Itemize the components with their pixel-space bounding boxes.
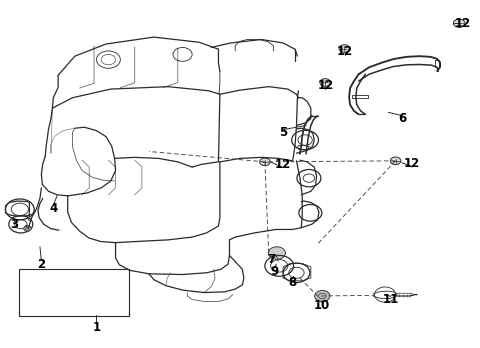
Text: 12: 12: [275, 158, 291, 171]
Text: 3: 3: [10, 218, 18, 231]
Text: 8: 8: [288, 276, 297, 288]
Circle shape: [454, 19, 465, 27]
Circle shape: [339, 45, 349, 52]
Text: 11: 11: [383, 293, 399, 306]
Text: 4: 4: [49, 202, 58, 215]
Text: 12: 12: [455, 17, 471, 30]
Text: 7: 7: [267, 253, 275, 266]
Text: 12: 12: [404, 157, 420, 170]
Circle shape: [315, 291, 330, 302]
Text: 12: 12: [337, 45, 353, 58]
Text: 2: 2: [37, 258, 46, 271]
Circle shape: [320, 79, 330, 86]
Text: 12: 12: [318, 79, 334, 92]
Bar: [19, 269, 129, 316]
Text: 10: 10: [313, 299, 329, 312]
Text: 5: 5: [279, 126, 287, 139]
Circle shape: [24, 226, 31, 231]
Circle shape: [260, 158, 270, 166]
Text: 6: 6: [398, 112, 407, 125]
Circle shape: [268, 247, 286, 259]
Text: 9: 9: [270, 265, 278, 278]
Text: 1: 1: [92, 321, 100, 334]
Circle shape: [390, 157, 401, 165]
